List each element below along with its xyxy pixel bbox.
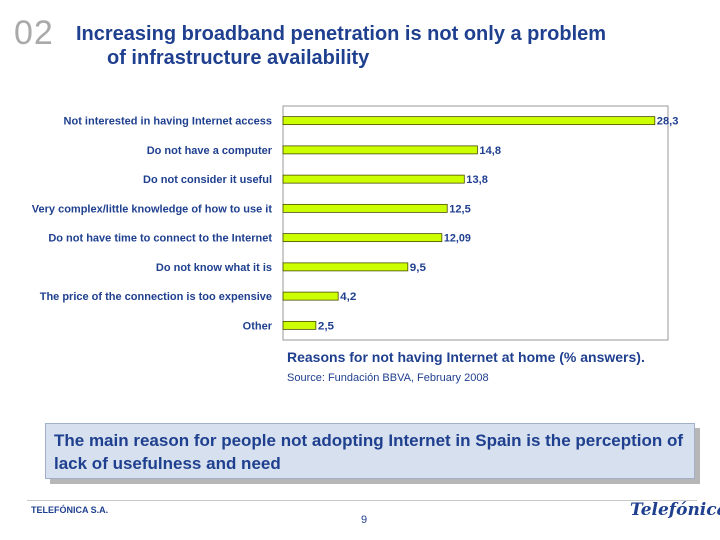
data-label: 9,5 [410, 262, 426, 274]
bar [282, 116, 656, 126]
category-label: Do not have a computer [147, 145, 273, 157]
page-title: Increasing broadband penetration is not … [76, 22, 686, 70]
category-label: Do not know what it is [156, 262, 272, 274]
bar-chart: Not interested in having Internet access… [32, 105, 679, 341]
data-label: 2,5 [318, 320, 334, 332]
bar [282, 291, 339, 301]
bar [282, 262, 409, 272]
bar [282, 174, 465, 184]
category-label: Do not consider it useful [143, 174, 272, 186]
caption-source: Source: Fundación BBVA, February 2008 [287, 372, 489, 384]
footer-divider [27, 500, 697, 501]
callout-text: The main reason for people not adopting … [54, 431, 684, 473]
title-line-2: of infrastructure availability [107, 47, 370, 69]
slide-number: 02 [14, 14, 54, 52]
chart-caption: Reasons for not having Internet at home … [287, 348, 657, 388]
data-label: 13,8 [466, 174, 488, 186]
data-label: 28,3 [657, 116, 679, 128]
data-label: 12,5 [449, 203, 471, 215]
plot-area [282, 105, 669, 341]
conclusion-callout: The main reason for people not adopting … [45, 423, 695, 479]
data-label: 4,2 [340, 291, 356, 303]
bar [282, 320, 317, 330]
bar [282, 145, 478, 155]
telefonica-logo: Telefónica [630, 500, 720, 520]
category-label: Do not have time to connect to the Inter… [48, 233, 272, 245]
data-label: 12,09 [444, 233, 471, 245]
title-line-1: Increasing broadband penetration is not … [76, 23, 607, 45]
bar [282, 203, 448, 213]
page-number: 9 [361, 514, 368, 526]
category-label: The price of the connection is too expen… [40, 291, 272, 303]
category-label: Not interested in having Internet access [64, 116, 272, 128]
company-name: TELEFÓNICA S.A. [31, 505, 109, 515]
bar [282, 233, 443, 243]
caption-main: Reasons for not having Internet at home … [287, 349, 645, 365]
data-label: 14,8 [479, 145, 501, 157]
category-label: Other [243, 320, 273, 332]
category-label: Very complex/little knowledge of how to … [32, 203, 273, 215]
